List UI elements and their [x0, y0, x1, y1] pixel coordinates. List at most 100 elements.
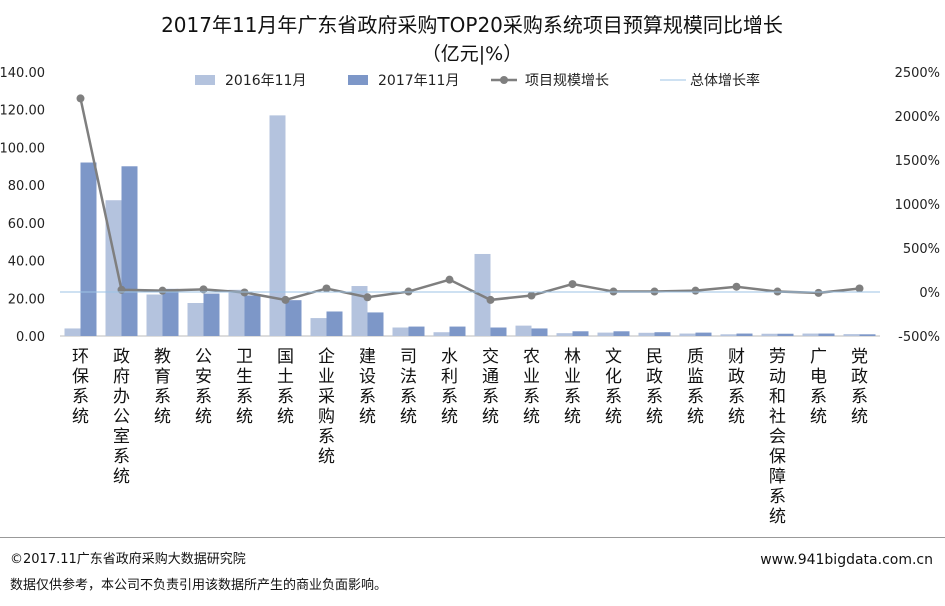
legend-swatch — [348, 75, 368, 85]
x-category-label: 卫生系统 — [236, 347, 253, 427]
bar — [802, 333, 819, 336]
x-category-label: 公安系统 — [195, 347, 212, 427]
bar — [818, 333, 835, 336]
x-category-label: 环保系统 — [72, 347, 89, 427]
growth-point — [486, 295, 495, 304]
chart-title: 2017年11月年广东省政府采购TOP20采购系统项目预算规模同比增长 — [161, 13, 783, 37]
x-category-label: 财政系统 — [728, 347, 745, 427]
bar — [244, 295, 261, 336]
x-category-label: 政府办公室系统 — [113, 347, 130, 487]
x-category-label: 民政系统 — [646, 347, 663, 427]
right-axis-tick-label: 0% — [919, 286, 940, 301]
growth-point — [568, 280, 577, 289]
bar — [326, 311, 343, 336]
website-text: www.941bigdata.com.cn — [760, 552, 933, 568]
bar — [408, 326, 425, 336]
x-category-label: 企业采购系统 — [318, 347, 335, 467]
x-axis-labels: 环保系统 政府办公室系统 教育系统 公安系统 卫生系统 国土系统 企业采购系统 建设系统 司法系… — [72, 347, 868, 527]
growth-line — [79, 98, 860, 302]
x-category-label: 农业系统 — [523, 347, 540, 427]
right-axis: -500% 0% 500% 1000% 1500% 2000% 2500% — [895, 66, 940, 345]
legend-marker — [500, 76, 508, 84]
bar — [613, 331, 630, 336]
bar — [367, 312, 384, 336]
bar — [80, 162, 97, 336]
x-category-label: 司法系统 — [400, 347, 417, 427]
right-axis-tick-label: 1000% — [895, 198, 940, 213]
left-axis-tick-label: 80.00 — [8, 179, 45, 194]
legend-swatch — [195, 75, 215, 85]
disclaimer-text: 数据仅供参考，本公司不负责引用该数据所产生的商业负面影响。 — [10, 578, 388, 593]
x-category-label: 劳动和社会保障系统 — [769, 347, 786, 527]
bar — [720, 334, 737, 336]
bar — [572, 331, 589, 336]
x-category-label: 党政系统 — [851, 347, 868, 427]
bar — [285, 300, 302, 336]
growth-point — [117, 285, 126, 294]
right-axis-tick-label: 1500% — [895, 154, 940, 169]
bar — [761, 333, 778, 336]
bar — [162, 288, 179, 336]
right-axis-tick-label: 500% — [903, 242, 940, 257]
x-category-label: 质监系统 — [687, 347, 704, 427]
copyright-text: ©2017.11广东省政府采购大数据研究院 — [10, 552, 246, 567]
x-category-label: 广电系统 — [810, 347, 827, 427]
bar — [449, 326, 466, 336]
bar — [392, 327, 409, 336]
growth-point — [691, 286, 700, 295]
bar — [597, 332, 614, 336]
growth-point — [76, 94, 85, 103]
growth-point — [855, 284, 864, 293]
bar — [146, 294, 163, 336]
x-category-label: 教育系统 — [154, 347, 171, 427]
growth-point — [199, 285, 208, 294]
chart-subtitle: （亿元|%） — [422, 43, 522, 65]
growth-point — [158, 286, 167, 295]
bar — [269, 115, 286, 336]
bar — [777, 333, 794, 336]
bar — [433, 332, 450, 336]
legend-label: 总体增长率 — [690, 72, 760, 89]
x-category-label: 建设系统 — [359, 347, 376, 427]
x-category-label: 林业系统 — [564, 347, 581, 427]
bar — [638, 332, 655, 336]
bar — [515, 325, 532, 336]
bar — [121, 166, 138, 336]
bar — [228, 289, 245, 336]
legend-label: 2016年11月 — [225, 73, 306, 89]
x-category-label: 国土系统 — [277, 347, 294, 427]
right-axis-tick-label: 2500% — [895, 66, 940, 81]
bar — [654, 332, 671, 336]
growth-point — [445, 275, 454, 284]
growth-point — [363, 293, 372, 302]
left-axis-tick-label: 20.00 — [8, 292, 45, 307]
bar — [695, 332, 712, 336]
left-axis-tick-label: 120.00 — [0, 104, 45, 119]
x-category-label: 文化系统 — [605, 347, 622, 427]
left-axis-tick-label: 60.00 — [8, 217, 45, 232]
bar — [843, 334, 860, 336]
bar — [490, 327, 507, 336]
legend-label: 2017年11月 — [378, 73, 459, 89]
bar — [531, 328, 548, 336]
bar — [736, 333, 753, 336]
x-category-label: 水利系统 — [441, 347, 458, 427]
bar — [679, 333, 696, 336]
right-axis-tick-label: 2000% — [895, 110, 940, 125]
growth-point — [814, 288, 823, 297]
left-axis-tick-label: 0.00 — [16, 330, 45, 345]
bar — [64, 328, 81, 336]
bar — [859, 334, 876, 336]
legend-label: 项目规模增长 — [525, 73, 609, 89]
left-axis-tick-label: 100.00 — [0, 141, 45, 156]
x-category-label: 交通系统 — [482, 347, 499, 427]
bar — [351, 286, 368, 336]
bar-series — [64, 115, 876, 336]
growth-point — [281, 295, 290, 304]
growth-point — [322, 284, 331, 293]
bar — [203, 293, 220, 336]
bar — [187, 303, 204, 336]
footer: ©2017.11广东省政府采购大数据研究院 数据仅供参考，本公司不负责引用该数据… — [0, 537, 945, 606]
growth-point — [732, 282, 741, 291]
